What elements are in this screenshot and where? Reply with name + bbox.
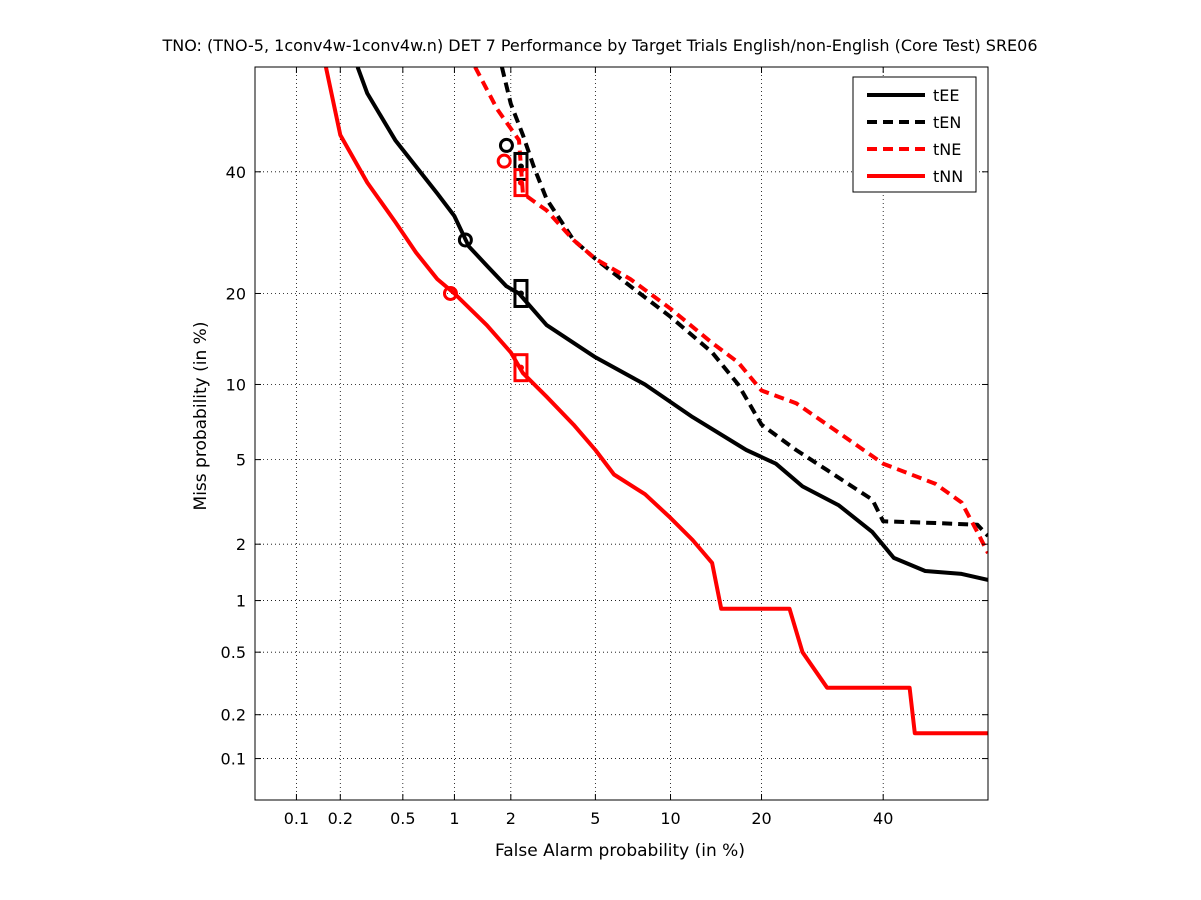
y-tick-label: 5 [236,451,246,470]
x-axis-label: False Alarm probability (in %) [495,841,745,861]
min-dcf-marker-tee [457,232,473,248]
act-dcf-point-tnn [517,364,524,371]
act-dcf-point-tee [517,290,524,297]
min-dcf-marker-ten [498,137,514,153]
x-tick-label: 5 [590,809,600,828]
min-dcf-marker-tne [496,153,512,169]
dcf-marker-group [442,137,529,383]
y-tick-label: 10 [226,375,246,394]
series-line-tee [355,67,988,582]
legend-label-ten: tEN [933,113,961,132]
x-tick-label: 10 [660,809,680,828]
min-dcf-marker-tnn [442,285,458,301]
series-line-tne [473,67,988,555]
act-dcf-box-ten [513,151,529,181]
act-dcf-point-tne [517,179,524,186]
act-dcf-box-tee [513,278,529,308]
series-line-ten [499,67,988,538]
chart-title: TNO: (TNO-5, 1conv4w-1conv4w.n) DET 7 Pe… [161,36,1037,55]
legend: tEE tEN tNE tNN [852,76,977,193]
x-tick-label: 0.1 [284,809,309,828]
y-tick-label: 0.5 [221,643,246,662]
y-tick-label: 1 [236,592,246,611]
x-tick-label: 1 [449,809,459,828]
legend-label-tee: tEE [933,86,960,105]
x-tick-label: 0.5 [390,809,415,828]
act-dcf-point-ten [517,163,524,170]
y-tick-label: 40 [226,163,246,182]
act-dcf-box-tnn [513,353,529,383]
x-tick-label: 0.2 [328,809,353,828]
axes-frame [254,66,989,801]
x-tick-label: 2 [506,809,516,828]
x-tick-label: 20 [751,809,771,828]
ticks: 0.1 0.2 0.5 1 2 5 10 20 40 0.1 0.2 0.5 1 2 5 10 20 40 [221,67,988,828]
y-tick-label: 20 [226,284,246,303]
y-tick-label: 2 [236,535,246,554]
legend-label-tne: tNE [933,140,961,159]
act-dcf-box-tne [513,168,529,198]
legend-label-tnn: tNN [933,167,963,186]
series-group [323,67,988,736]
y-tick-label: 0.2 [221,706,246,725]
y-axis-label: Miss probability (in %) [191,322,211,511]
x-tick-label: 40 [873,809,893,828]
series-line-tnn [323,67,988,736]
y-tick-label: 0.1 [221,750,246,769]
